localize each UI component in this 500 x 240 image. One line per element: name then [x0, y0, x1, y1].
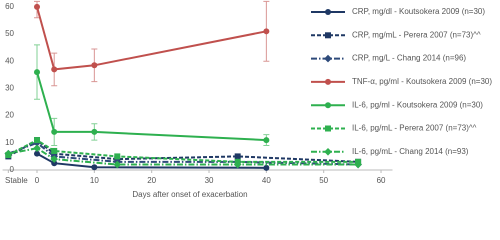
data-point: [50, 155, 59, 163]
legend-label: IL-6, pg/ml - Koutsokera 2009 (n=30): [352, 100, 483, 109]
legend-label: CRP, mg/dl - Koutsokera 2009 (n=30): [352, 7, 485, 16]
legend-marker: [325, 78, 331, 85]
data-point: [234, 153, 241, 160]
data-point: [51, 128, 58, 135]
x-tick-label: 10: [90, 176, 99, 185]
data-point: [51, 160, 58, 167]
legend-marker: [325, 125, 331, 132]
legend-marker: [324, 148, 332, 156]
legend-label: CRP, mg/L - Chang 2014 (n=96): [352, 54, 466, 63]
y-tick-label: 0: [10, 165, 15, 174]
x-tick-label: 40: [262, 176, 271, 185]
legend-label: TNF-α, pg/ml - Koutsokera 2009 (n=30): [352, 77, 492, 86]
data-point: [4, 149, 13, 158]
data-point: [354, 160, 362, 169]
legend-marker: [325, 32, 331, 39]
y-tick-label: 20: [5, 111, 14, 120]
legend-marker: [325, 102, 331, 109]
legend-label: IL-6, pg/mL - Chang 2014 (n=93): [352, 147, 469, 156]
y-tick-label: 40: [5, 56, 14, 65]
data-point: [263, 164, 270, 171]
series-line: [7, 141, 359, 166]
series-line: [36, 152, 267, 169]
series-line: [36, 6, 267, 71]
x-tick-label: 30: [205, 176, 214, 185]
y-tick-label: 10: [5, 138, 14, 147]
data-point: [51, 66, 58, 73]
legend-marker: [325, 9, 331, 15]
data-point: [233, 160, 242, 169]
data-point: [263, 137, 270, 144]
y-tick-label: 50: [5, 29, 14, 38]
data-point: [34, 3, 41, 10]
x-tick-label: 60: [377, 176, 386, 185]
page: Days after onset of exacerbation 0 10 20 30…: [2, 0, 493, 200]
series-line: [7, 138, 359, 163]
data-point: [33, 144, 41, 153]
x-axis-title: Days after onset of exacerbation: [132, 190, 247, 199]
data-point: [91, 128, 98, 135]
data-point: [91, 164, 98, 171]
data-point: [114, 153, 121, 160]
legend-marker: [324, 54, 332, 63]
chart: Days after onset of exacerbation 0 10 20 30…: [2, 0, 492, 199]
x-tick-label: 0: [35, 176, 40, 185]
data-point: [113, 160, 122, 169]
x-tick-label: 20: [147, 176, 156, 185]
data-point: [91, 62, 98, 69]
data-point: [34, 150, 41, 157]
y-tick-label: 60: [5, 2, 14, 11]
data-point: [34, 137, 41, 144]
legend-label: CRP, mg/mL - Perera 2007 (n=73)^^: [352, 30, 481, 39]
data-point: [51, 147, 58, 154]
x-tick-label: Stable: [5, 176, 28, 185]
y-tick-label: 30: [5, 84, 14, 93]
x-tick-label: 50: [319, 176, 328, 185]
series-line: [36, 71, 267, 142]
series-line: [8, 147, 359, 166]
data-point: [34, 69, 41, 76]
data-point: [263, 28, 270, 35]
legend-label: IL-6, pg/mL - Perera 2007 (n=73)^^: [352, 124, 477, 133]
